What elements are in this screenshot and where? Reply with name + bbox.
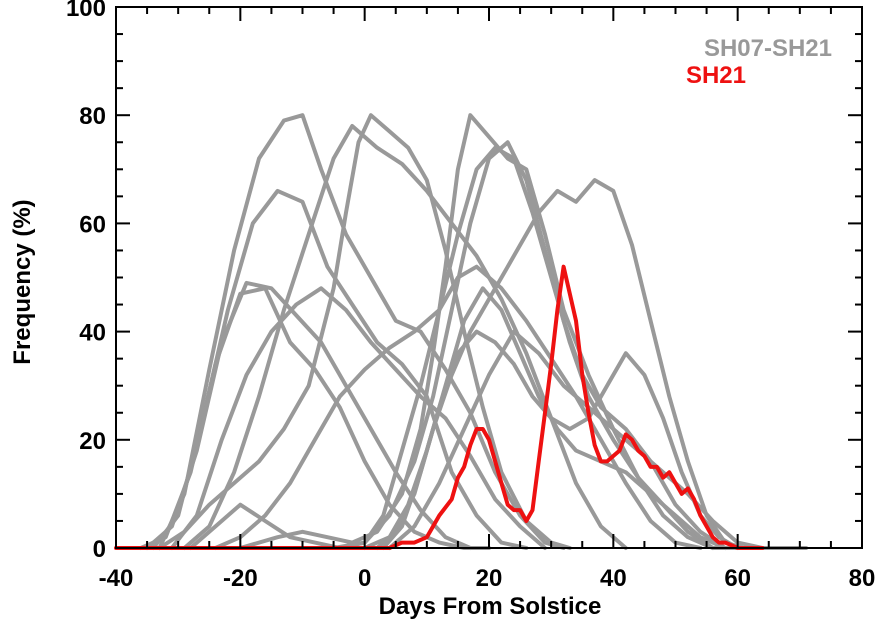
y-tick-label: 0	[93, 536, 106, 563]
y-tick-label: 20	[79, 428, 106, 455]
x-tick-label: 40	[600, 565, 627, 592]
y-tick-label: 40	[79, 320, 106, 347]
x-tick-label: 0	[358, 565, 371, 592]
x-tick-label: 20	[476, 565, 503, 592]
series-line-sh07-sh21-5	[169, 286, 547, 550]
x-tick-label: 60	[724, 565, 751, 592]
x-tick-label: -40	[99, 565, 134, 592]
series-line-sh07-sh21-14	[381, 329, 740, 550]
tick-labels: -40 -20 0 20 40 60 80 0 20 40 60 80 100	[66, 0, 875, 592]
y-tick-label: 100	[66, 0, 106, 22]
series-line-sh07-sh21-4	[145, 280, 473, 550]
series-line-sh21	[114, 264, 765, 550]
series-line-sh07-sh21-10	[300, 145, 715, 550]
series-line-sh07-sh21-15	[387, 329, 765, 550]
ticks-layer	[115, 6, 863, 549]
legend: SH07-SH21 SH21	[686, 35, 832, 89]
x-tick-label: 80	[849, 565, 876, 592]
x-axis-label: Days From Solstice	[379, 593, 602, 620]
y-axis-label: Frequency (%)	[9, 199, 36, 364]
series-layer	[114, 113, 809, 550]
y-tick-label: 60	[79, 211, 106, 238]
legend-entry-sh21: SH21	[686, 62, 746, 89]
y-tick-label: 80	[79, 103, 106, 130]
legend-entry-sh07-sh21: SH07-SH21	[704, 35, 832, 62]
x-tick-label: -20	[223, 565, 258, 592]
series-line-sh07-sh21-6	[157, 113, 572, 550]
